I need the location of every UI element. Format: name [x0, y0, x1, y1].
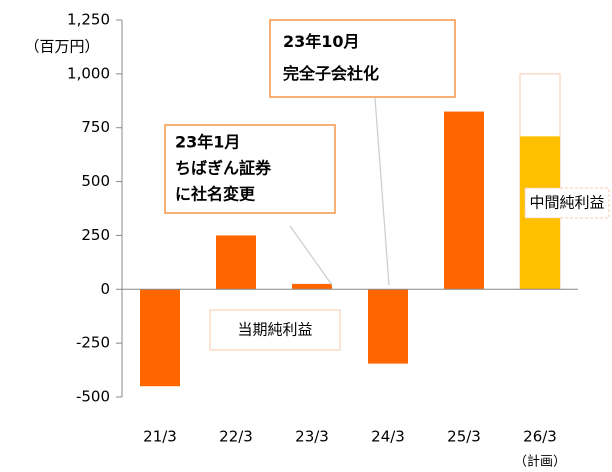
annotation-text: 完全子会社化: [283, 64, 379, 83]
x-tick-note: （計画）: [514, 454, 566, 470]
annotation-text: 23年1月: [175, 133, 240, 152]
label-box: [209, 309, 341, 351]
x-tick-label: 24/3: [371, 428, 405, 446]
bar: [444, 111, 484, 290]
annotation-text: ちばぎん証券: [175, 159, 272, 178]
y-axis-label: （百万円）: [24, 38, 99, 56]
annotation-box: [269, 19, 456, 98]
bar: [216, 235, 256, 290]
y-tick-label: 500: [81, 172, 110, 190]
series-label: 当期純利益: [237, 321, 312, 339]
bar: [368, 289, 408, 364]
annotation-text: 23年10月: [283, 32, 360, 51]
label-box: [524, 187, 610, 219]
x-tick-label: 21/3: [143, 428, 177, 446]
y-tick-label: -500: [76, 388, 110, 406]
leader-line: [374, 97, 390, 286]
x-tick-label: 22/3: [219, 428, 253, 446]
y-tick-label: -250: [76, 334, 110, 352]
y-tick-label: 250: [81, 226, 110, 244]
x-tick-label: 23/3: [295, 428, 329, 446]
bar: [140, 289, 180, 387]
y-tick-label: 1,000: [67, 64, 110, 82]
series-label: 中間純利益: [529, 194, 604, 212]
x-tick-label: 25/3: [447, 428, 481, 446]
annotation-box: [164, 124, 336, 214]
x-tick-label: 26/3: [523, 428, 557, 446]
leader-line: [289, 225, 333, 286]
annotation-text: に社名変更: [175, 184, 256, 203]
bar: [292, 283, 332, 290]
y-tick-label: 0: [100, 280, 110, 298]
y-tick-label: 750: [81, 118, 110, 136]
y-tick-label: 1,250: [67, 11, 110, 29]
